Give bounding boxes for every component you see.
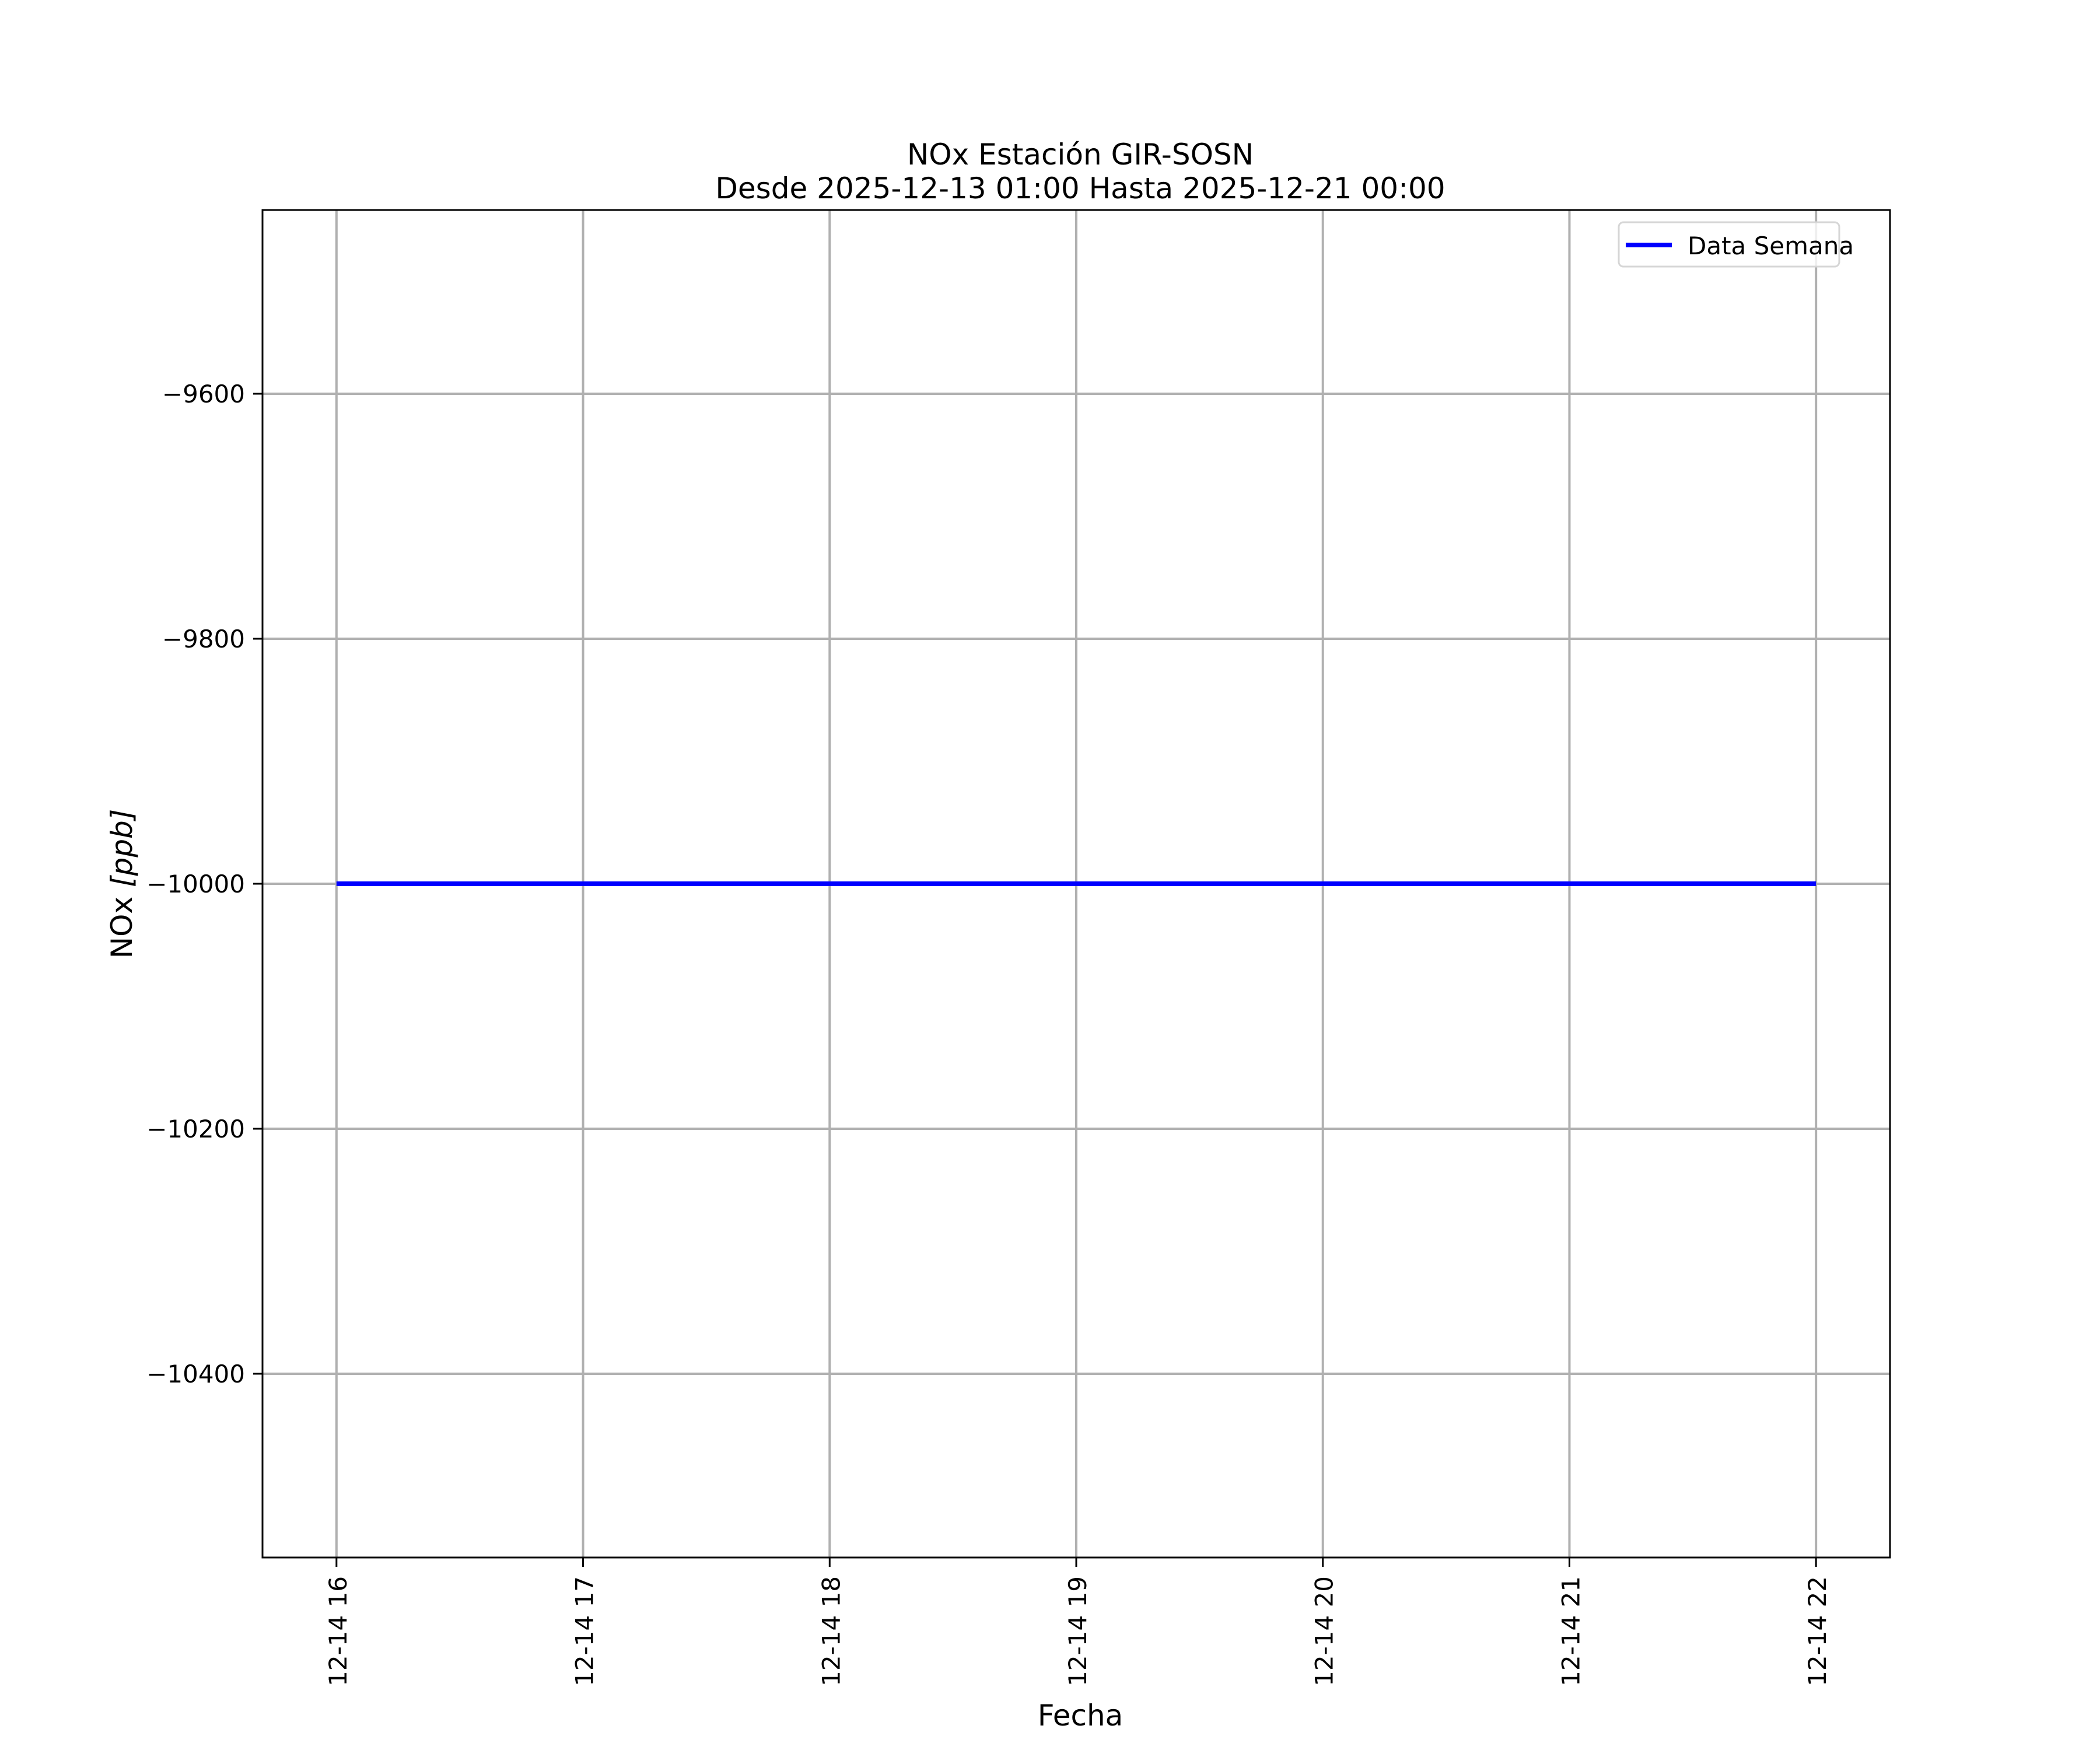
- legend-frame: [1618, 221, 1840, 268]
- y-tick-label: −10200: [146, 1115, 245, 1143]
- y-tick-label: −9600: [162, 380, 245, 408]
- x-tick-label: 12-14 20: [1310, 1576, 1339, 1686]
- ticks: 12-14 16 12-14 17 12-14 18 12-14 19 12-14 20…: [146, 380, 1832, 1686]
- chart-title: NOx Estación GIR-SOSN: [907, 138, 1254, 172]
- x-axis-label: Fecha: [1038, 1699, 1124, 1732]
- y-axis-label-main: NOx: [105, 887, 139, 958]
- legend-label-data-semana: Data Semana: [1688, 232, 1854, 260]
- x-tick-label: 12-14 19: [1063, 1576, 1092, 1686]
- x-tick-label: 12-14 16: [324, 1576, 352, 1686]
- y-axis-label: NOx [ppb]: [105, 809, 139, 958]
- y-tick-label: −10400: [146, 1360, 245, 1388]
- y-axis-label-unit: [ppb]: [105, 809, 139, 887]
- x-tick-label: 12-14 17: [570, 1576, 599, 1686]
- legend: Data Semana: [1618, 221, 1854, 268]
- x-tick-label: 12-14 21: [1556, 1576, 1585, 1686]
- x-tick-label: 12-14 18: [817, 1576, 845, 1686]
- chart-subtitle: Desde 2025-12-13 01:00 Hasta 2025-12-21 …: [715, 172, 1445, 205]
- y-tick-label: −9800: [162, 625, 245, 653]
- x-tick-label: 12-14 22: [1803, 1576, 1832, 1686]
- y-tick-label: −10000: [146, 870, 245, 898]
